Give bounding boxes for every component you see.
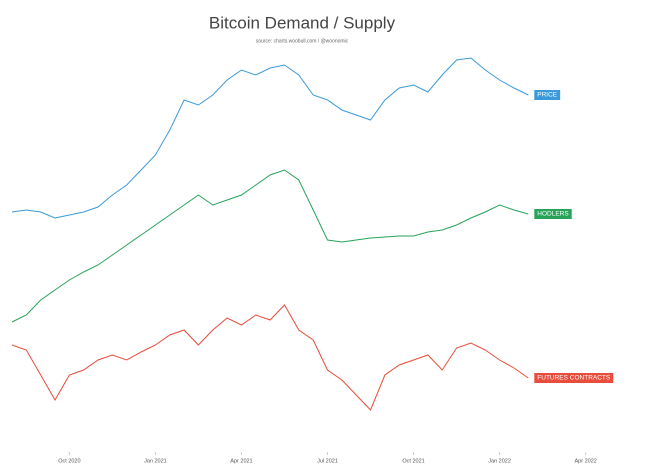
series-line [11,169,529,323]
x-tick-label: Apr 2021 [230,458,252,464]
series-label: FUTURES CONTRACTS [537,375,611,382]
x-tick-label: Oct 2020 [58,458,80,464]
series-label-bg [534,373,614,383]
chart-subtitle: source: charts.woobull.com / @woonomic [256,38,349,44]
x-tick-label: Jul 2021 [317,458,338,464]
series-line [11,57,529,219]
x-tick-label: Jan 2021 [144,458,167,464]
series-line [11,304,529,411]
chart-title: Bitcoin Demand / Supply [209,13,396,32]
x-tick-label: Apr 2022 [574,458,596,464]
series-label: PRICE [537,92,558,99]
series-label: HODLERS [537,211,569,218]
x-tick-label: Jan 2022 [488,458,511,464]
x-tick-label: Oct 2021 [402,458,424,464]
series-label-bg [534,209,572,219]
series-label-bg [534,90,561,100]
